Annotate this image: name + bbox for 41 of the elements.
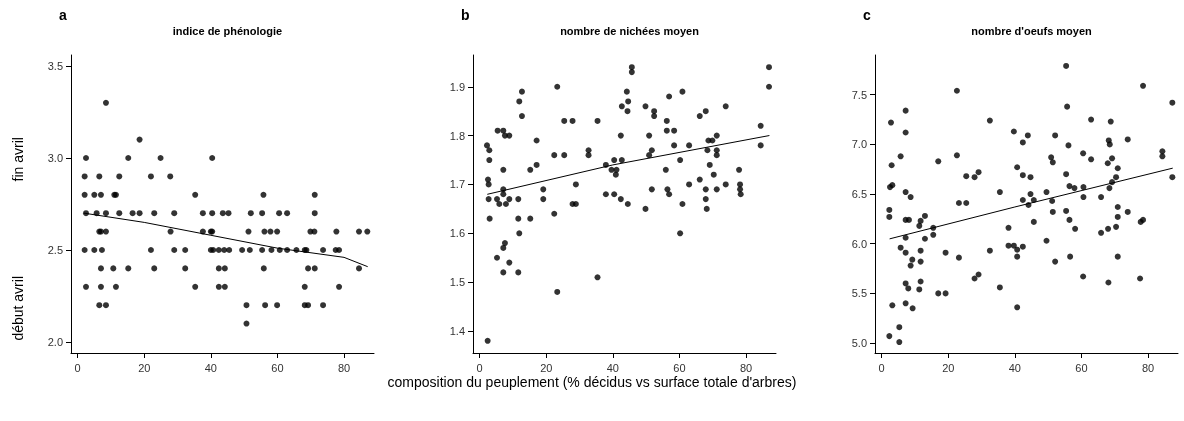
x-tick-label: 80	[739, 361, 752, 374]
x-tick-label: 0	[74, 361, 81, 374]
y-tick-label: 1.6	[449, 227, 465, 240]
x-tick-label: 60	[271, 361, 284, 374]
x-tick-label: 20	[942, 361, 955, 374]
y-tick-label: 3.0	[47, 152, 63, 165]
x-tick-label: 20	[539, 361, 553, 374]
y-tick-label: 1.4	[449, 325, 465, 338]
x-tick-label: 80	[337, 361, 351, 374]
y-tick-label: 5.0	[852, 337, 868, 350]
x-tick-label: 0	[476, 361, 483, 374]
chart-title: a	[59, 7, 67, 23]
x-tick-label: 40	[204, 361, 217, 374]
x-tick-label: 0	[878, 361, 886, 374]
chart-subtitle: indice de phénologie	[172, 24, 283, 37]
line-series	[83, 212, 368, 268]
chart-subtitle: nombre de nichées moyen	[559, 24, 699, 37]
chart-subtitle: nombre d'oeufs moyen	[971, 24, 1093, 37]
text: début avril	[10, 276, 26, 341]
y-tick-label: 1.7	[449, 178, 465, 191]
x-tick-label: 40	[606, 361, 619, 374]
y-tick-label: 6.0	[852, 237, 868, 250]
x-tick-label: 60	[672, 361, 686, 374]
y-tick-label: 5.5	[852, 287, 868, 300]
chart-title: c	[863, 7, 872, 23]
text: fin avril	[10, 137, 26, 182]
x-axis-title: composition du peuplement (% décidus vs surface totale d'arbres)	[386, 374, 798, 390]
y-tick-label: 7.5	[852, 88, 868, 101]
chart-title: b	[460, 7, 470, 23]
x-tick-label: 40	[1009, 361, 1022, 374]
y-tick-label: 1.8	[449, 129, 465, 142]
y-tick-label: 1.5	[449, 276, 465, 289]
y-tick-label: 7.0	[852, 138, 868, 151]
y-tick-label: 1.9	[449, 80, 465, 93]
x-tick-label: 20	[138, 361, 151, 374]
y-tick-label: 2.0	[47, 335, 63, 348]
y-tick-label: 2.5	[47, 243, 63, 256]
x-tick-label: 80	[1142, 361, 1155, 374]
y-tick-label: 6.5	[852, 188, 868, 201]
x-tick-label: 60	[1075, 361, 1088, 374]
y-tick-label: 3.5	[47, 60, 63, 73]
